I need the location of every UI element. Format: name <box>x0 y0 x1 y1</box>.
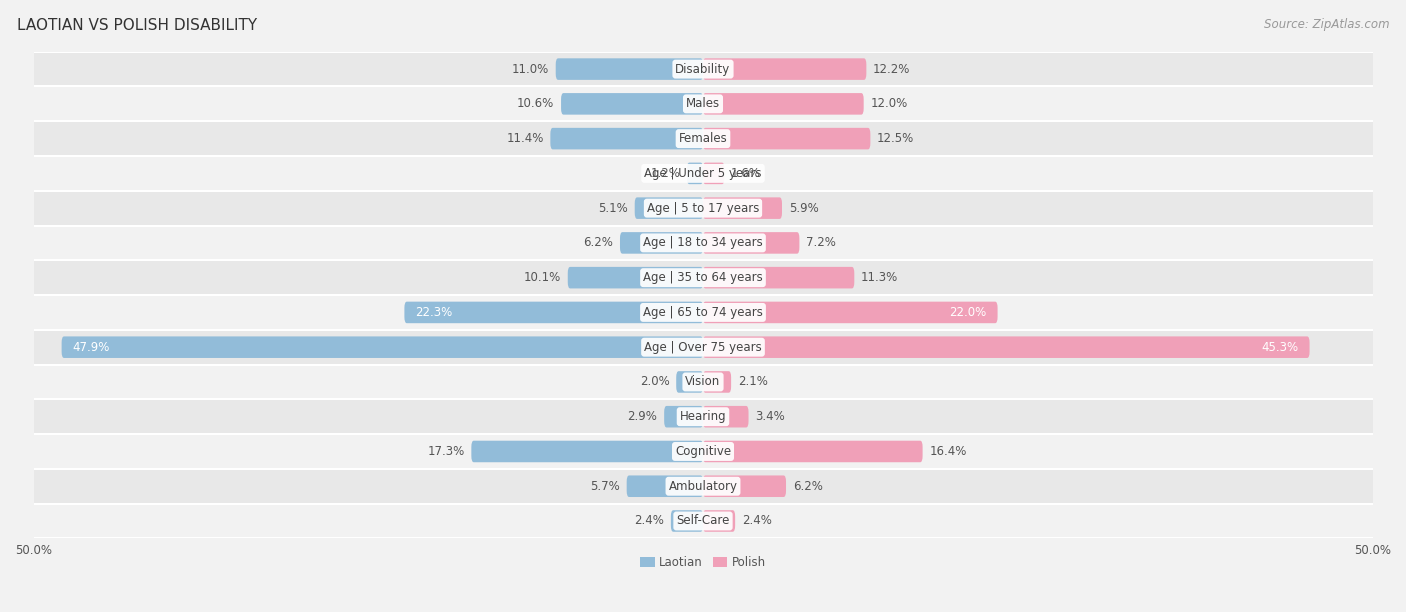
FancyBboxPatch shape <box>561 93 703 114</box>
Text: 11.3%: 11.3% <box>860 271 898 284</box>
FancyBboxPatch shape <box>703 58 866 80</box>
FancyBboxPatch shape <box>62 337 703 358</box>
Text: 1.6%: 1.6% <box>731 167 761 180</box>
FancyBboxPatch shape <box>676 371 703 393</box>
Text: 10.1%: 10.1% <box>524 271 561 284</box>
Text: Age | Over 75 years: Age | Over 75 years <box>644 341 762 354</box>
Text: Females: Females <box>679 132 727 145</box>
Text: 22.0%: 22.0% <box>949 306 987 319</box>
Bar <box>34 121 1372 156</box>
Text: 17.3%: 17.3% <box>427 445 464 458</box>
FancyBboxPatch shape <box>671 510 703 532</box>
Text: Ambulatory: Ambulatory <box>668 480 738 493</box>
FancyBboxPatch shape <box>664 406 703 427</box>
Text: 2.4%: 2.4% <box>634 515 664 528</box>
FancyBboxPatch shape <box>703 371 731 393</box>
FancyBboxPatch shape <box>703 128 870 149</box>
Text: 12.5%: 12.5% <box>877 132 914 145</box>
FancyBboxPatch shape <box>688 163 703 184</box>
Text: 11.4%: 11.4% <box>506 132 544 145</box>
Text: Age | 5 to 17 years: Age | 5 to 17 years <box>647 201 759 215</box>
Bar <box>34 469 1372 504</box>
Text: 7.2%: 7.2% <box>806 236 837 250</box>
Text: Age | Under 5 years: Age | Under 5 years <box>644 167 762 180</box>
Text: 10.6%: 10.6% <box>517 97 554 110</box>
FancyBboxPatch shape <box>568 267 703 288</box>
Text: Source: ZipAtlas.com: Source: ZipAtlas.com <box>1264 18 1389 31</box>
Bar <box>34 295 1372 330</box>
Text: Cognitive: Cognitive <box>675 445 731 458</box>
FancyBboxPatch shape <box>405 302 703 323</box>
Bar <box>34 260 1372 295</box>
FancyBboxPatch shape <box>703 510 735 532</box>
FancyBboxPatch shape <box>627 476 703 497</box>
Text: 12.2%: 12.2% <box>873 62 911 76</box>
Text: 11.0%: 11.0% <box>512 62 548 76</box>
Bar <box>34 86 1372 121</box>
FancyBboxPatch shape <box>703 476 786 497</box>
FancyBboxPatch shape <box>703 232 800 254</box>
Text: Self-Care: Self-Care <box>676 515 730 528</box>
Bar <box>34 434 1372 469</box>
FancyBboxPatch shape <box>703 267 855 288</box>
Text: 16.4%: 16.4% <box>929 445 967 458</box>
Text: 47.9%: 47.9% <box>72 341 110 354</box>
FancyBboxPatch shape <box>634 197 703 219</box>
Text: 6.2%: 6.2% <box>583 236 613 250</box>
Bar <box>34 330 1372 365</box>
Text: 12.0%: 12.0% <box>870 97 908 110</box>
Bar <box>34 156 1372 191</box>
Text: Age | 35 to 64 years: Age | 35 to 64 years <box>643 271 763 284</box>
FancyBboxPatch shape <box>703 337 1309 358</box>
Text: 6.2%: 6.2% <box>793 480 823 493</box>
FancyBboxPatch shape <box>550 128 703 149</box>
Text: Age | 65 to 74 years: Age | 65 to 74 years <box>643 306 763 319</box>
FancyBboxPatch shape <box>703 441 922 462</box>
FancyBboxPatch shape <box>703 406 748 427</box>
FancyBboxPatch shape <box>703 197 782 219</box>
Text: 5.9%: 5.9% <box>789 201 818 215</box>
Text: Hearing: Hearing <box>679 410 727 424</box>
Bar <box>34 191 1372 226</box>
Text: 5.7%: 5.7% <box>591 480 620 493</box>
FancyBboxPatch shape <box>555 58 703 80</box>
FancyBboxPatch shape <box>620 232 703 254</box>
Text: Disability: Disability <box>675 62 731 76</box>
Text: LAOTIAN VS POLISH DISABILITY: LAOTIAN VS POLISH DISABILITY <box>17 18 257 34</box>
FancyBboxPatch shape <box>471 441 703 462</box>
FancyBboxPatch shape <box>703 93 863 114</box>
Text: 45.3%: 45.3% <box>1261 341 1299 354</box>
Bar <box>34 226 1372 260</box>
Text: Age | 18 to 34 years: Age | 18 to 34 years <box>643 236 763 250</box>
Legend: Laotian, Polish: Laotian, Polish <box>636 551 770 574</box>
Bar <box>34 52 1372 86</box>
Text: Males: Males <box>686 97 720 110</box>
Text: 2.9%: 2.9% <box>627 410 658 424</box>
Text: 22.3%: 22.3% <box>415 306 453 319</box>
FancyBboxPatch shape <box>703 163 724 184</box>
Bar <box>34 399 1372 434</box>
Text: Vision: Vision <box>685 375 721 389</box>
Text: 2.4%: 2.4% <box>742 515 772 528</box>
Text: 2.1%: 2.1% <box>738 375 768 389</box>
Text: 2.0%: 2.0% <box>640 375 669 389</box>
Text: 5.1%: 5.1% <box>599 201 628 215</box>
Bar <box>34 365 1372 399</box>
Text: 1.2%: 1.2% <box>651 167 681 180</box>
FancyBboxPatch shape <box>703 302 998 323</box>
Text: 3.4%: 3.4% <box>755 410 785 424</box>
Bar <box>34 504 1372 539</box>
